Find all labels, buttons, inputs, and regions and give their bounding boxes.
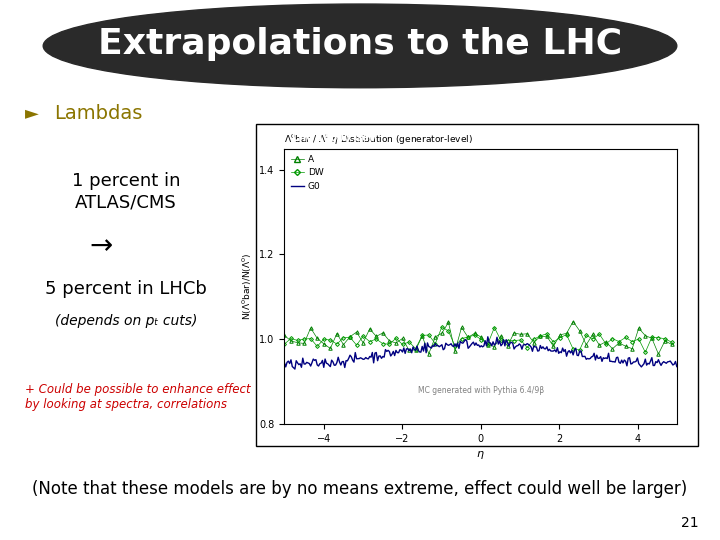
G0: [523, 340, 531, 347]
G0: [639, 362, 647, 369]
Text: LHC 14000 GeV: LHC 14000 GeV: [292, 133, 377, 143]
DW: [280, 341, 289, 347]
Text: 21: 21: [681, 516, 698, 530]
A: [346, 333, 354, 340]
A: [569, 318, 577, 325]
G0: [613, 354, 622, 361]
DW: [641, 349, 649, 355]
X-axis label: $\eta$: $\eta$: [476, 449, 485, 461]
Text: Inelastic, Non-Diffractive: Inelastic, Non-Diffractive: [548, 133, 669, 143]
Text: + Could be possible to enhance effect
by looking at spectra, correlations: + Could be possible to enhance effect by…: [25, 383, 251, 411]
Line: DW: DW: [283, 326, 673, 354]
Text: $\Lambda^0$bar / $\Lambda^0$ $\eta$ Distribution (generator-level): $\Lambda^0$bar / $\Lambda^0$ $\eta$ Dist…: [284, 132, 473, 147]
G0: [515, 341, 523, 347]
Text: ►: ►: [25, 104, 39, 123]
G0: [672, 363, 681, 370]
G0: [291, 366, 300, 372]
Ellipse shape: [43, 4, 677, 87]
G0: [484, 334, 492, 340]
G0: [282, 363, 290, 370]
Text: →: →: [89, 232, 112, 260]
Text: (depends on pₜ cuts): (depends on pₜ cuts): [55, 314, 197, 328]
Text: 1 percent in
ATLAS/CMS: 1 percent in ATLAS/CMS: [72, 172, 180, 211]
Line: G0: G0: [284, 337, 677, 369]
Bar: [256, 124, 698, 446]
G0: [516, 342, 525, 348]
Text: MC generated with Pythia 6.4/9β: MC generated with Pythia 6.4/9β: [418, 386, 544, 395]
DW: [667, 339, 676, 346]
DW: [392, 335, 400, 341]
A: [280, 332, 289, 339]
DW: [411, 346, 420, 352]
Legend: A, DW, G0: A, DW, G0: [287, 151, 327, 194]
Y-axis label: N($\Lambda^0$bar)/N($\Lambda^0$): N($\Lambda^0$bar)/N($\Lambda^0$): [240, 252, 253, 320]
A: [411, 347, 420, 353]
DW: [346, 334, 354, 341]
Text: 5 percent in LHCb: 5 percent in LHCb: [45, 280, 207, 298]
Text: (Note that these models are by no means extreme, effect could well be larger): (Note that these models are by no means …: [32, 480, 688, 498]
A: [523, 330, 531, 337]
DW: [405, 339, 413, 345]
DW: [529, 336, 538, 342]
G0: [280, 359, 289, 366]
Text: Extrapolations to the LHC: Extrapolations to the LHC: [98, 28, 622, 61]
Line: A: A: [283, 320, 673, 356]
A: [654, 351, 662, 357]
A: [667, 341, 676, 348]
A: [392, 340, 400, 346]
Text: Lambdas: Lambdas: [54, 104, 143, 123]
A: [379, 329, 387, 336]
DW: [438, 323, 446, 330]
DW: [379, 341, 387, 347]
A: [405, 347, 413, 354]
